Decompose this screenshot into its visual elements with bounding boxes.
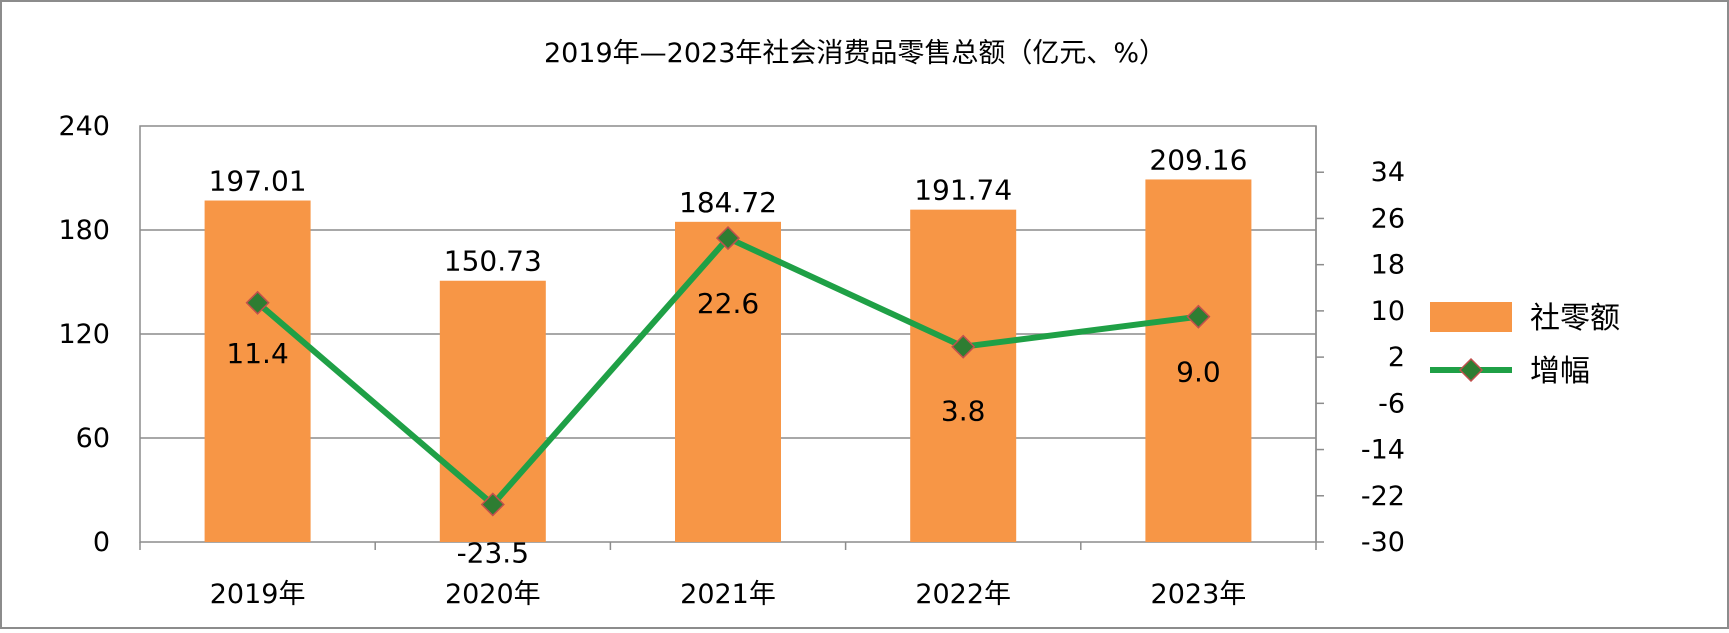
bar-value-label: 209.16 [1149,143,1247,176]
axes: 0 60 120 180 240 -30 -22 -14 -6 2 10 18 26 34 2019年 202… [58,111,1405,610]
y-left-tick-label: 0 [93,527,110,558]
bar-value-label: 197.01 [209,165,307,198]
legend-label-line: 增幅 [1530,354,1590,389]
y-right-tick-label: -14 [1361,435,1405,466]
bar [675,221,781,542]
line-marker [480,492,505,517]
line-marker [715,226,741,251]
line-value-label: -23.5 [457,536,529,569]
data-labels: 197.01 150.73 184.72 191.74 209.16 11.4 -23.5 2… [209,143,1248,569]
line-value-label: 3.8 [941,395,986,428]
y-right-tick-label: 18 [1371,250,1405,281]
legend-marker [1458,357,1484,383]
y-right-tick-label: -30 [1361,527,1405,558]
bar [1145,179,1252,542]
legend-swatch-bar [1430,302,1512,332]
y-left-tick-label: 180 [58,215,110,246]
line-marker [951,334,976,359]
line-marker [245,290,270,315]
x-tick-label: 2019年 [210,579,306,610]
y-right-tick-label: -6 [1378,388,1405,419]
chart-title: 2019年—2023年社会消费品零售总额（亿元、%） [544,38,1166,69]
bar [204,200,311,543]
y-right-tick-label: 26 [1371,203,1405,234]
x-tick-label: 2022年 [915,579,1011,610]
bar-value-label: 184.72 [679,186,777,219]
line-marker [1186,304,1211,329]
bar [910,209,1017,542]
line-series [245,226,1211,517]
line-value-label: 22.6 [697,287,759,320]
x-tick-label: 2021年 [680,579,776,610]
y-left-tick-label: 120 [58,319,110,350]
y-right-tick-label: 34 [1371,157,1405,188]
y-right-tick-label: 10 [1371,296,1405,327]
y-left-tick-label: 60 [76,423,110,454]
x-tick-label: 2023年 [1151,579,1247,610]
line-value-label: 11.4 [226,337,288,370]
y-right-tick-label: 2 [1388,342,1405,373]
y-right-tick-label: -22 [1361,481,1405,512]
bar-value-label: 150.73 [444,245,542,278]
bar-value-label: 191.74 [914,174,1012,207]
y-left-tick-label: 240 [58,111,110,142]
x-tick-label: 2020年 [445,579,541,610]
legend-label-bar: 社零额 [1530,301,1620,336]
line-value-label: 9.0 [1176,356,1221,389]
